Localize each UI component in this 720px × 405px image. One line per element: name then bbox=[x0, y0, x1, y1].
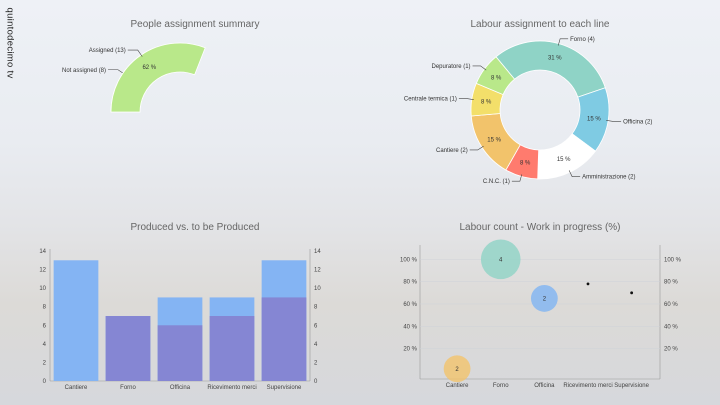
gauge-slice-label: Not assigned (8) bbox=[62, 68, 106, 74]
bar-y-tick-left: 10 bbox=[39, 286, 46, 292]
bar-produced-officina bbox=[157, 325, 203, 381]
wip-y-tick-right: 20 % bbox=[664, 347, 678, 353]
wip-y-tick-left: 100 % bbox=[400, 257, 418, 263]
gauge-leader-line bbox=[108, 69, 125, 75]
wip-bubble-officina bbox=[530, 285, 558, 312]
bar-y-tick-left: 12 bbox=[39, 268, 46, 274]
donut-leader-line bbox=[568, 170, 581, 177]
donut-slice-pct: 8 % bbox=[491, 76, 502, 82]
bar-produced-forno bbox=[105, 316, 151, 381]
wip-bubble-label: 2 bbox=[455, 367, 459, 373]
gauge-slice-label: Assigned (13) bbox=[89, 48, 126, 54]
people-assignment-title: People assignment summary bbox=[130, 19, 260, 30]
donut-slice-label: Cantiere (2) bbox=[436, 148, 468, 154]
donut-slice-pct: 15 % bbox=[487, 137, 501, 143]
wip-y-tick-right: 40 % bbox=[664, 324, 678, 330]
donut-slice-label: Amministrazione (2) bbox=[582, 175, 635, 181]
donut-leader-line bbox=[557, 38, 569, 46]
labour-assignment-title: Labour assignment to each line bbox=[470, 19, 610, 30]
wip-y-tick-left: 20 % bbox=[403, 347, 417, 353]
donut-slice-pct: 8 % bbox=[520, 160, 531, 166]
bar-target-cantiere bbox=[53, 260, 99, 381]
wip-y-tick-right: 100 % bbox=[664, 257, 682, 263]
wip-x-label: Forno bbox=[493, 383, 509, 389]
wip-y-tick-left: 60 % bbox=[403, 302, 417, 308]
bar-x-label: Ricevimento merci bbox=[207, 385, 256, 391]
gauge-slice-pct: 62 % bbox=[142, 65, 156, 71]
donut-slice-label: Depuratore (1) bbox=[432, 64, 471, 70]
wip-x-label: Cantiere bbox=[446, 383, 469, 389]
donut-leader-line bbox=[606, 120, 622, 122]
bar-x-label: Cantiere bbox=[65, 385, 88, 391]
donut-leader-line bbox=[469, 145, 484, 151]
wip-y-tick-right: 60 % bbox=[664, 302, 678, 308]
bar-y-tick-left: 8 bbox=[43, 305, 47, 311]
donut-slice-label: Centrale termica (1) bbox=[404, 97, 457, 103]
donut-slice-pct: 15 % bbox=[587, 116, 601, 122]
donut-slice-pct: 8 % bbox=[481, 100, 492, 106]
donut-slice-label: C.N.C. (1) bbox=[483, 179, 510, 185]
donut-slice-depuratore-1 bbox=[475, 56, 516, 96]
bar-y-tick-right: 2 bbox=[314, 360, 318, 366]
donut-slice-label: Forno (4) bbox=[570, 37, 595, 43]
donut-leader-line bbox=[458, 98, 474, 100]
wip-bubble-cantiere bbox=[443, 355, 471, 383]
bar-produced-ricevimento-merci bbox=[209, 316, 255, 381]
wip-y-tick-right: 80 % bbox=[664, 280, 678, 286]
wip-bubble-supervisione bbox=[630, 291, 634, 295]
bar-x-label: Supervisione bbox=[267, 385, 302, 391]
donut-slice-pct: 15 % bbox=[557, 157, 571, 163]
wip-x-label: Supervisione bbox=[614, 383, 649, 389]
donut-leader-line bbox=[511, 174, 523, 182]
bar-y-tick-left: 4 bbox=[43, 342, 47, 348]
bar-produced-supervisione bbox=[261, 297, 307, 381]
bar-y-tick-right: 4 bbox=[314, 342, 318, 348]
wip-x-label: Ricevimento merci bbox=[563, 383, 612, 389]
wip-y-tick-left: 80 % bbox=[403, 280, 417, 286]
bar-y-tick-right: 8 bbox=[314, 305, 318, 311]
gauge-slice-assigned-13 bbox=[110, 42, 206, 113]
wip-bubble-label: 2 bbox=[543, 296, 547, 302]
bar-y-tick-right: 0 bbox=[314, 379, 318, 385]
bar-y-tick-right: 14 bbox=[314, 249, 321, 255]
wip-bubble-ricevimento-merci bbox=[586, 282, 590, 286]
donut-slice-pct: 31 % bbox=[548, 56, 562, 62]
donut-slice-label: Officina (2) bbox=[623, 119, 652, 125]
bar-x-label: Forno bbox=[120, 385, 136, 391]
bar-y-tick-left: 2 bbox=[43, 360, 47, 366]
bar-y-tick-right: 6 bbox=[314, 323, 318, 329]
wip-bubble-label: 4 bbox=[499, 257, 503, 263]
wip-chart-title: Labour count - Work in progress (%) bbox=[459, 222, 621, 233]
donut-slice-forno-4 bbox=[495, 40, 606, 98]
donut-leader-line bbox=[472, 65, 487, 71]
produced-chart-title: Produced vs. to be Produced bbox=[130, 222, 260, 233]
bar-y-tick-right: 10 bbox=[314, 286, 321, 292]
bar-x-label: Officina bbox=[170, 385, 191, 391]
bar-y-tick-left: 0 bbox=[43, 379, 47, 385]
wip-x-label: Officina bbox=[534, 383, 555, 389]
wip-bubble-forno bbox=[480, 239, 521, 280]
wip-y-tick-left: 40 % bbox=[403, 324, 417, 330]
bar-y-tick-right: 12 bbox=[314, 268, 321, 274]
gauge-leader-line bbox=[127, 49, 143, 57]
bar-y-tick-left: 14 bbox=[39, 249, 46, 255]
bar-y-tick-left: 6 bbox=[43, 323, 47, 329]
